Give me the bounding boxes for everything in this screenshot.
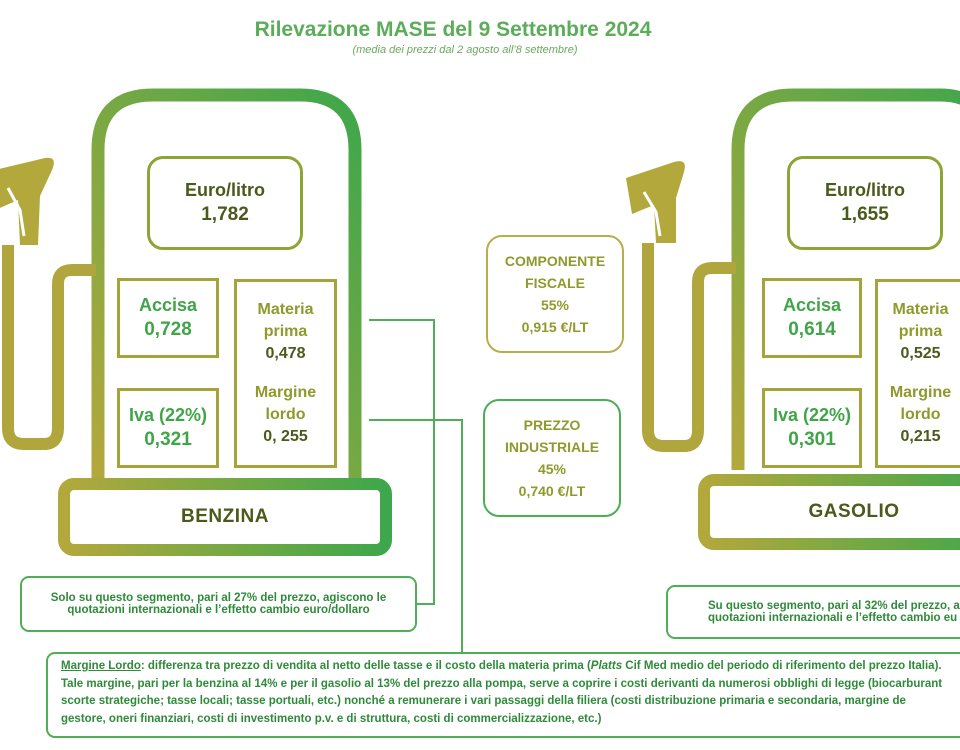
benzina-accisa-value: 0,728 bbox=[144, 319, 192, 340]
bottom-note-line-2: Tale margine, pari per la benzina al 14%… bbox=[61, 677, 943, 690]
benzina-margine-value: 0, 255 bbox=[263, 428, 308, 446]
gasolio-iva-value: 0,301 bbox=[788, 429, 836, 450]
benzina-label: BENZINA bbox=[181, 506, 269, 527]
gasolio-materia-label: Materia bbox=[892, 300, 949, 318]
benzina-price-value: 1,782 bbox=[201, 204, 249, 225]
prezzo-industriale-box: PREZZO INDUSTRIALE 45% 0,740 €/LT bbox=[483, 399, 621, 517]
bottom-note-line-1a: : differenza tra prezzo di vendita al ne… bbox=[140, 660, 591, 672]
gasolio-accisa-box: Accisa 0,614 bbox=[762, 278, 862, 358]
gasolio-note-line-2: quotazioni internazionali e l’effetto ca… bbox=[708, 612, 958, 624]
benzina-margine-label-2: lordo bbox=[265, 406, 306, 424]
gasolio-note-line-1: Su questo segmento, pari al 32% del prez… bbox=[708, 600, 960, 612]
prezzo-industriale-line-2: INDUSTRIALE bbox=[504, 439, 600, 455]
gasolio-note: Su questo segmento, pari al 32% del prez… bbox=[666, 585, 960, 639]
gasolio-margine-value: 0,215 bbox=[900, 428, 941, 446]
prezzo-industriale-line-1: PREZZO bbox=[523, 417, 581, 433]
gasolio-iva-box: Iva (22%) 0,301 bbox=[762, 388, 862, 468]
componente-fiscale-percent: 55% bbox=[540, 297, 570, 313]
componente-fiscale-line-1: COMPONENTE bbox=[504, 253, 606, 269]
benzina-price-label: Euro/litro bbox=[185, 180, 265, 200]
benzina-materia-value: 0,478 bbox=[265, 344, 306, 362]
benzina-accisa-box: Accisa 0,728 bbox=[117, 278, 219, 358]
benzina-note-line-2: quotazioni internazionali e l’effetto ca… bbox=[67, 604, 370, 616]
margine-lordo-note: Margine Lordo: differenza tra prezzo di … bbox=[46, 652, 960, 738]
gasolio-margine-label: Margine bbox=[889, 384, 952, 402]
gasolio-margine-label-2: lordo bbox=[900, 406, 941, 424]
bottom-note-line-1: Margine Lordo: differenza tra prezzo di … bbox=[61, 658, 960, 676]
gasolio-price-box: Euro/litro 1,655 bbox=[787, 156, 943, 250]
gasolio-iva-label: Iva (22%) bbox=[772, 405, 852, 425]
benzina-margine-label: Margine bbox=[254, 384, 317, 402]
page-title: Rilevazione MASE del 9 Settembre 2024 bbox=[254, 18, 652, 41]
prezzo-industriale-amount: 0,740 €/LT bbox=[518, 483, 586, 499]
page-subtitle: (media dei prezzi dal 2 agosto all’8 set… bbox=[352, 44, 578, 56]
benzina-accisa-label: Accisa bbox=[138, 295, 198, 315]
gasolio-pump-icon bbox=[626, 88, 960, 550]
bottom-note-line-4: gestore, oneri finanziari, costi di inve… bbox=[61, 712, 602, 725]
margine-lordo-term: Margine Lordo bbox=[61, 660, 141, 672]
bottom-note-line-1b: Cif Med medio del periodo di riferimento… bbox=[622, 660, 942, 672]
prezzo-industriale-percent: 45% bbox=[537, 461, 567, 477]
benzina-iva-label: Iva (22%) bbox=[128, 405, 208, 425]
benzina-materia-label: Materia bbox=[257, 300, 314, 318]
benzina-pump-icon bbox=[0, 88, 392, 556]
gasolio-materia-label-2: prima bbox=[898, 322, 943, 340]
benzina-note-line-1: Solo su questo segmento, pari al 27% del… bbox=[50, 592, 387, 604]
gasolio-label: GASOLIO bbox=[808, 501, 900, 522]
gasolio-price-value: 1,655 bbox=[841, 204, 889, 225]
benzina-materia-margine-box: Materia prima 0,478 Margine lordo 0, 255 bbox=[234, 279, 337, 468]
benzina-price-box: Euro/litro 1,782 bbox=[147, 156, 303, 250]
gasolio-materia-value: 0,525 bbox=[900, 344, 941, 362]
gasolio-accisa-label: Accisa bbox=[782, 295, 842, 315]
platts-term: Platts bbox=[590, 660, 623, 672]
componente-fiscale-amount: 0,915 €/LT bbox=[521, 319, 589, 335]
benzina-iva-value: 0,321 bbox=[144, 429, 192, 450]
benzina-materia-label-2: prima bbox=[263, 322, 308, 340]
connector-lines bbox=[369, 319, 463, 652]
gasolio-accisa-value: 0,614 bbox=[788, 319, 836, 340]
gasolio-materia-margine-box: Materia prima 0,525 Margine lordo 0,215 bbox=[875, 279, 960, 468]
benzina-note: Solo su questo segmento, pari al 27% del… bbox=[20, 576, 417, 632]
componente-fiscale-line-2: FISCALE bbox=[525, 275, 585, 291]
gasolio-price-label: Euro/litro bbox=[825, 180, 905, 200]
bottom-note-line-3: scorte strategiche; tasse locali; tasse … bbox=[61, 695, 906, 707]
benzina-iva-box: Iva (22%) 0,321 bbox=[117, 388, 219, 468]
componente-fiscale-box: COMPONENTE FISCALE 55% 0,915 €/LT bbox=[486, 235, 624, 353]
